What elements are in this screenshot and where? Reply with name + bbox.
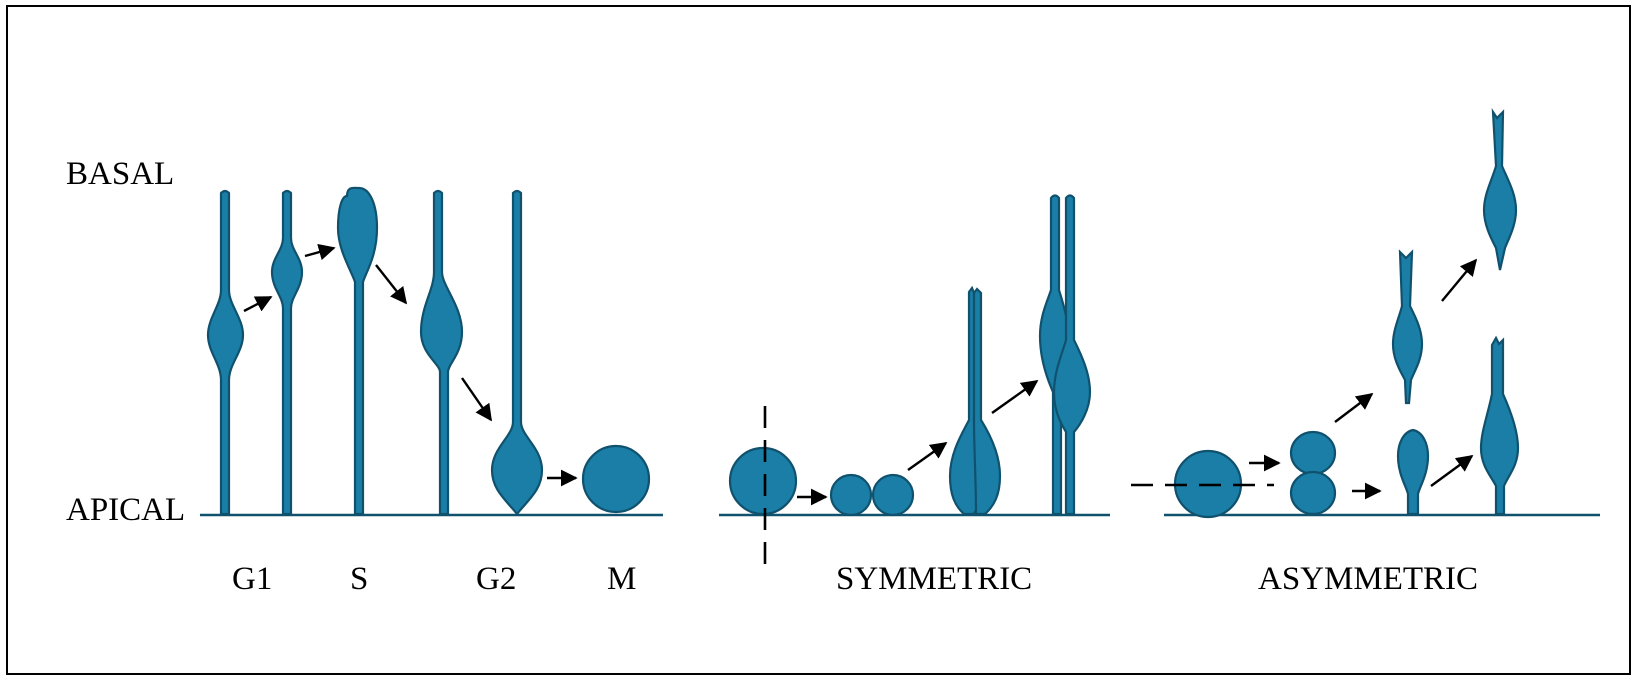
phase-label-g2: G2 bbox=[476, 561, 516, 597]
arrow-g2-to-late-g2 bbox=[461, 377, 492, 422]
cell-g2-late bbox=[490, 189, 544, 516]
sym-mother-cell bbox=[728, 446, 798, 516]
asym-daughter-basal-migrating bbox=[1391, 249, 1424, 405]
basal-label: BASAL bbox=[66, 156, 174, 192]
apical-label: APICAL bbox=[66, 492, 185, 528]
figure-frame bbox=[6, 5, 1631, 675]
cell-g1-late bbox=[270, 189, 304, 516]
sym-daughter-left bbox=[829, 473, 873, 517]
cell-g2 bbox=[419, 189, 464, 516]
sym-arrow-2 bbox=[907, 442, 948, 471]
asym-arrow-apical bbox=[1430, 455, 1474, 487]
arrow-g1-to-late-g1 bbox=[243, 295, 273, 313]
phase-label-s: S bbox=[350, 561, 368, 597]
asym-arrow-basal-2 bbox=[1441, 258, 1478, 302]
sym-daughter-growing-right bbox=[972, 287, 1002, 516]
sym-arrow-3 bbox=[991, 380, 1039, 414]
arrow-s-to-g2 bbox=[375, 264, 408, 305]
sym-daughter-migrated-right bbox=[1052, 194, 1092, 516]
phase-label-m: M bbox=[607, 561, 636, 597]
asym-daughter-basal-top bbox=[1482, 108, 1518, 271]
arrow-g1-to-s bbox=[304, 243, 336, 261]
asym-arrow-basal-1 bbox=[1334, 392, 1374, 423]
sym-daughter-right bbox=[871, 473, 915, 517]
asym-daughter-bottom bbox=[1289, 470, 1337, 516]
asymmetric-label: ASYMMETRIC bbox=[1258, 561, 1478, 597]
phase-label-g1: G1 bbox=[232, 561, 272, 597]
asym-daughter-top bbox=[1289, 430, 1337, 476]
asym-daughter-apical-short bbox=[1396, 428, 1430, 516]
asym-daughter-apical-elongated bbox=[1479, 335, 1520, 516]
cell-g1 bbox=[206, 189, 245, 516]
symmetric-label: SYMMETRIC bbox=[836, 561, 1032, 597]
cell-m bbox=[581, 444, 651, 514]
cell-s bbox=[336, 186, 379, 516]
